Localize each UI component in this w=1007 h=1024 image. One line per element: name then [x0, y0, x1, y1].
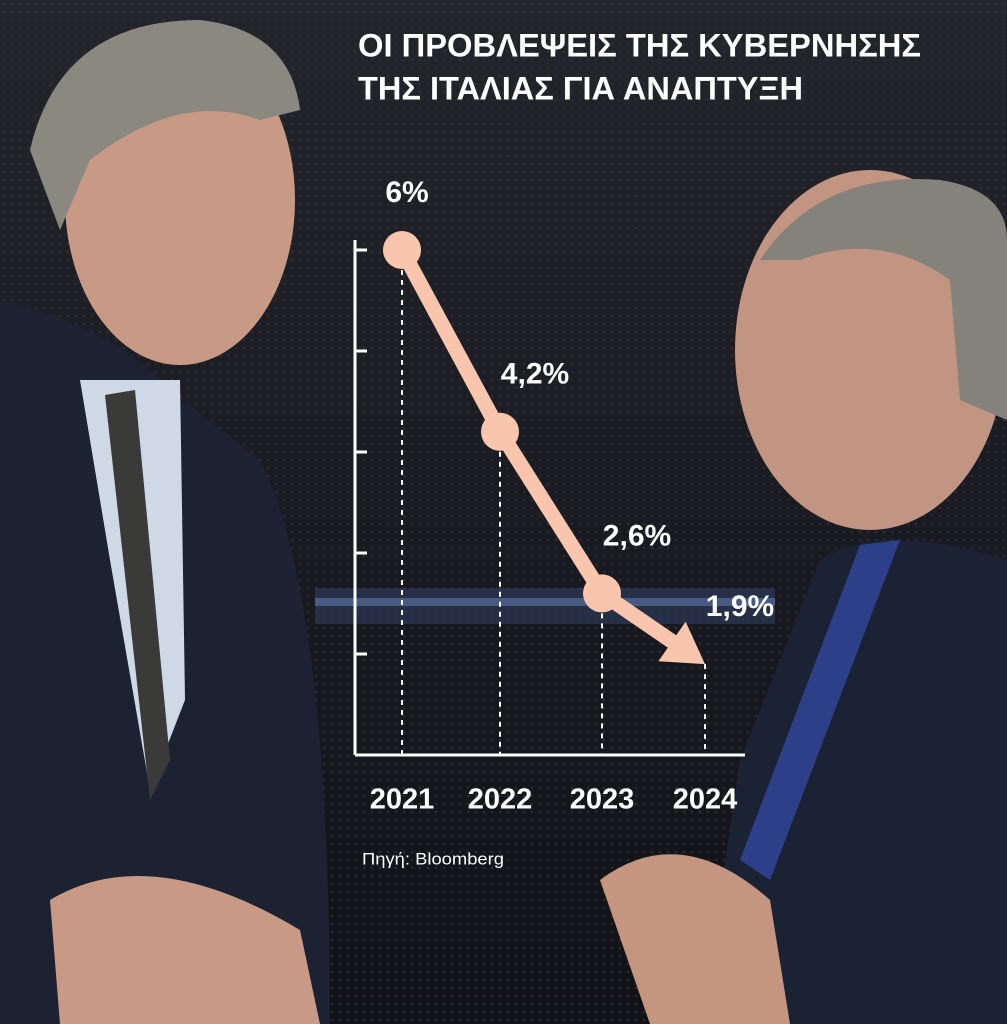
value-label: 1,9% — [706, 590, 774, 623]
point — [583, 574, 621, 613]
source: Πηγή: Bloomberg — [362, 849, 504, 868]
x-tick-label: 2021 — [370, 784, 435, 816]
chart-title: ΤΗΣ ΙΤΑΛΙΑΣ ΓΙΑ ΑΝΑΠΤΥΞΗ — [358, 70, 803, 106]
value-label: 2,6% — [603, 519, 671, 552]
x-tick-label: 2023 — [570, 784, 635, 816]
chart-title: ΟΙ ΠΡΟΒΛΕΨΕΙΣ ΤΗΣ ΚΥΒΕΡΝΗΣΗΣ — [358, 27, 921, 63]
value-label: 6% — [385, 176, 428, 209]
x-tick-label: 2022 — [468, 784, 533, 816]
point — [383, 231, 421, 269]
x-tick-label: 2024 — [673, 784, 738, 816]
trend-line — [395, 246, 683, 653]
point — [481, 412, 519, 451]
arrow-head — [658, 621, 705, 665]
value-label: 4,2% — [501, 358, 569, 391]
